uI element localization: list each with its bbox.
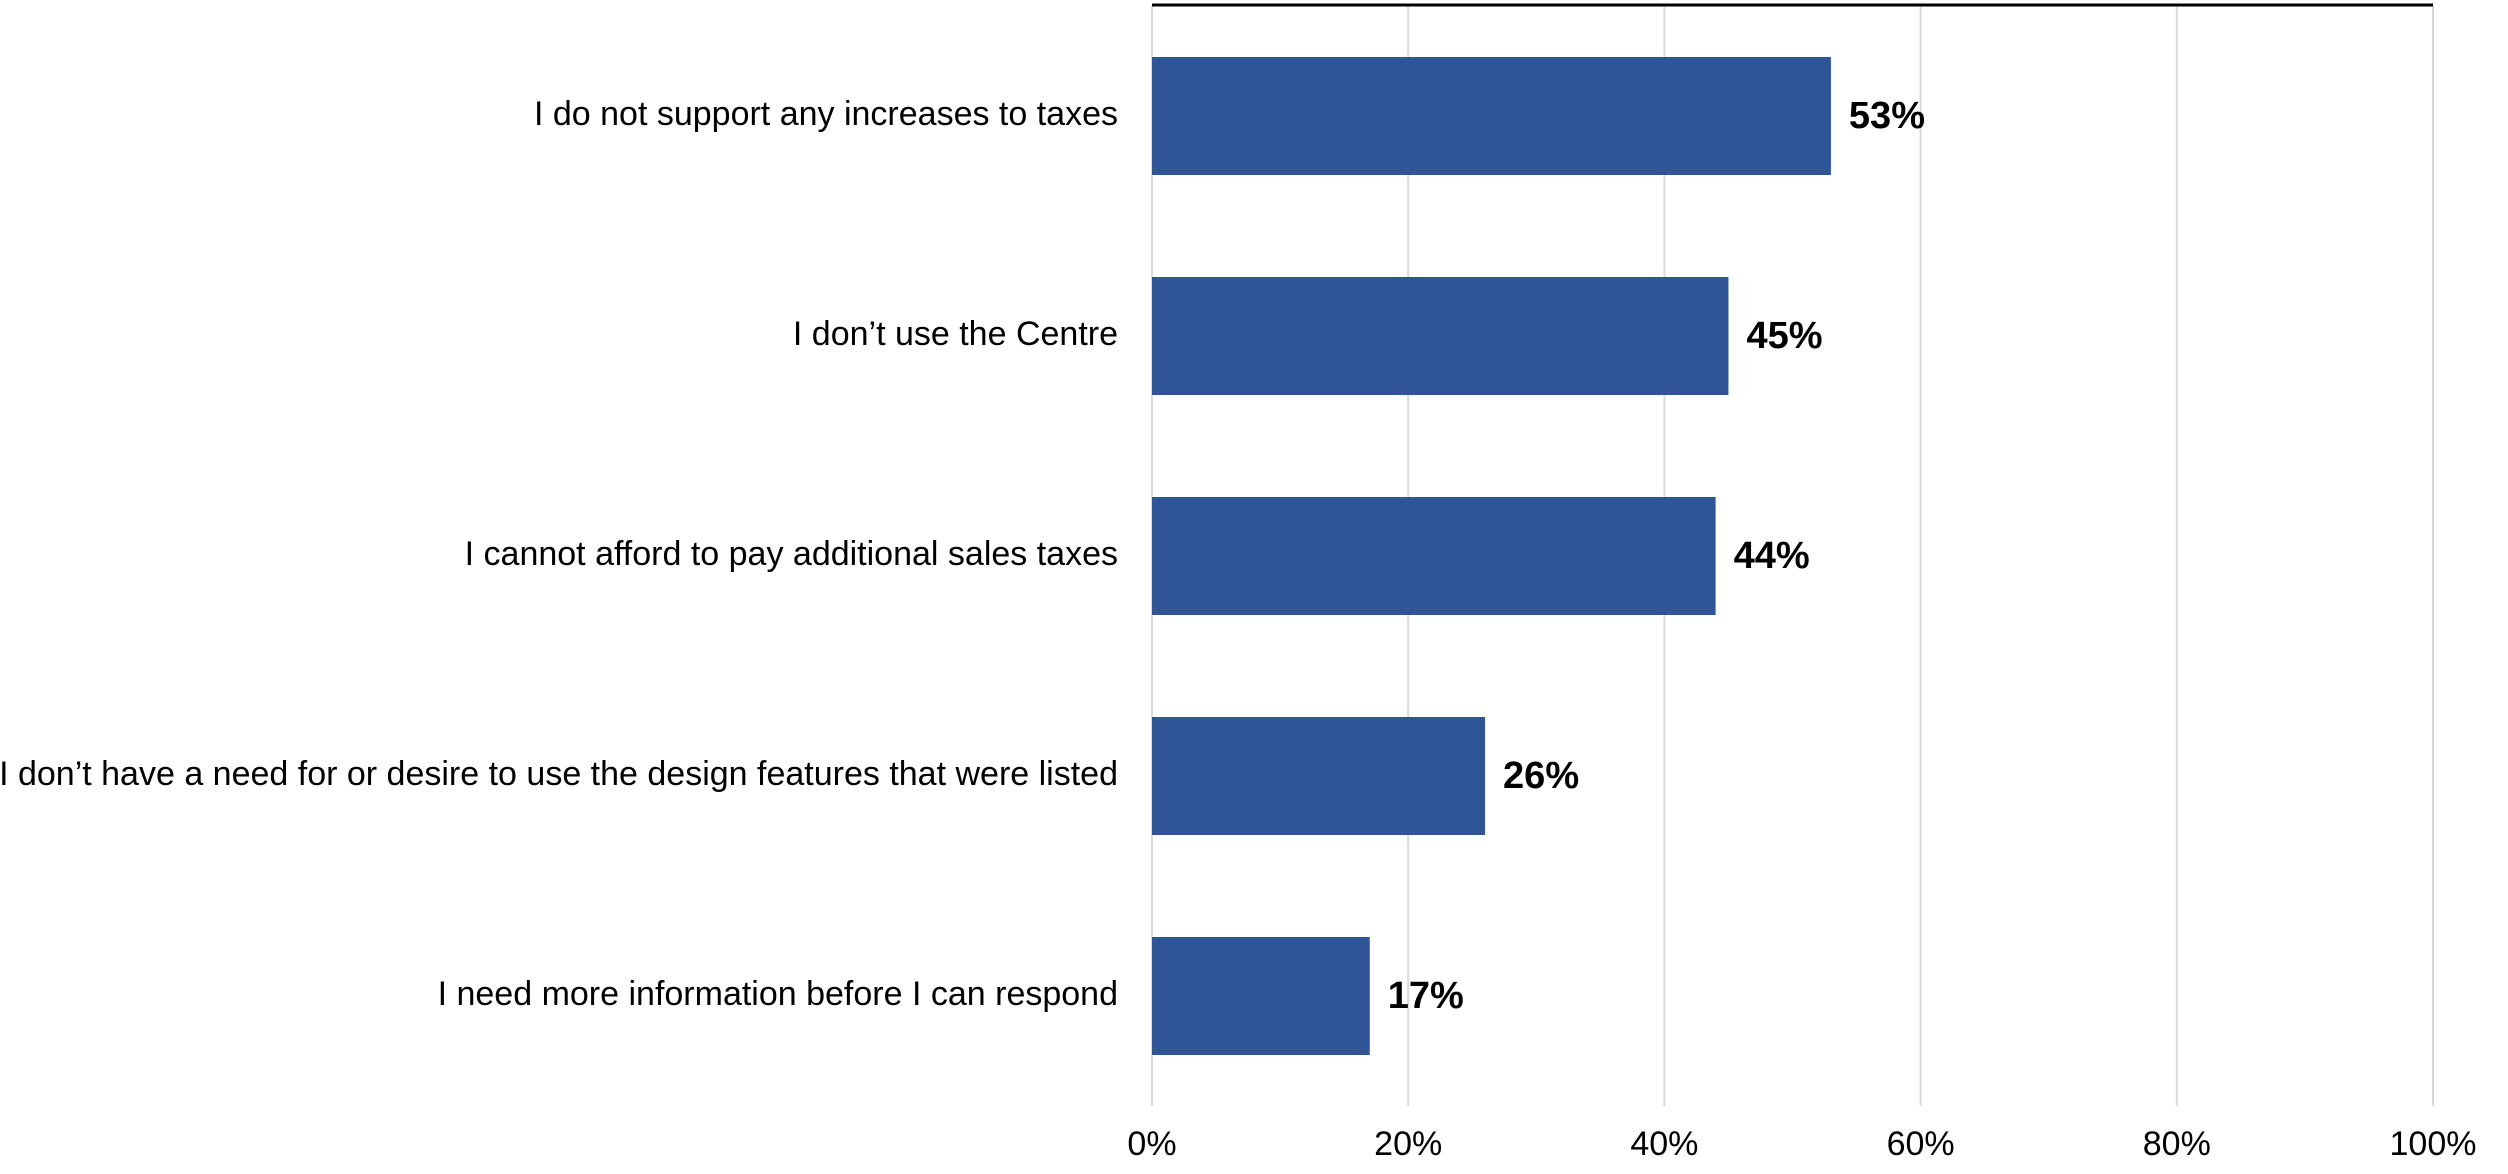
category-label-4: I don’t have a need for or desire to use… — [0, 755, 1118, 793]
bar-5 — [1152, 937, 1370, 1055]
bar-3 — [1152, 497, 1716, 615]
data-label-2: 45% — [1746, 315, 1822, 357]
x-tick-label-20: 20% — [1374, 1125, 1442, 1163]
bar-1 — [1152, 57, 1831, 175]
category-label-3: I cannot afford to pay additional sales … — [465, 535, 1118, 573]
x-tick-label-60: 60% — [1887, 1125, 1955, 1163]
x-tick-label-0: 0% — [1127, 1125, 1176, 1163]
data-label-4: 26% — [1503, 755, 1579, 797]
data-label-1: 53% — [1849, 95, 1925, 137]
category-label-1: I do not support any increases to taxes — [534, 95, 1118, 133]
data-label-5: 17% — [1388, 975, 1464, 1017]
category-label-2: I don’t use the Centre — [793, 315, 1118, 353]
bar-2 — [1152, 277, 1729, 395]
bar-4 — [1152, 717, 1486, 835]
x-tick-label-100: 100% — [2390, 1125, 2477, 1163]
x-tick-label-80: 80% — [2143, 1125, 2211, 1163]
category-label-5: I need more information before I can res… — [438, 975, 1118, 1013]
data-label-3: 44% — [1734, 535, 1810, 577]
x-tick-label-40: 40% — [1630, 1125, 1698, 1163]
